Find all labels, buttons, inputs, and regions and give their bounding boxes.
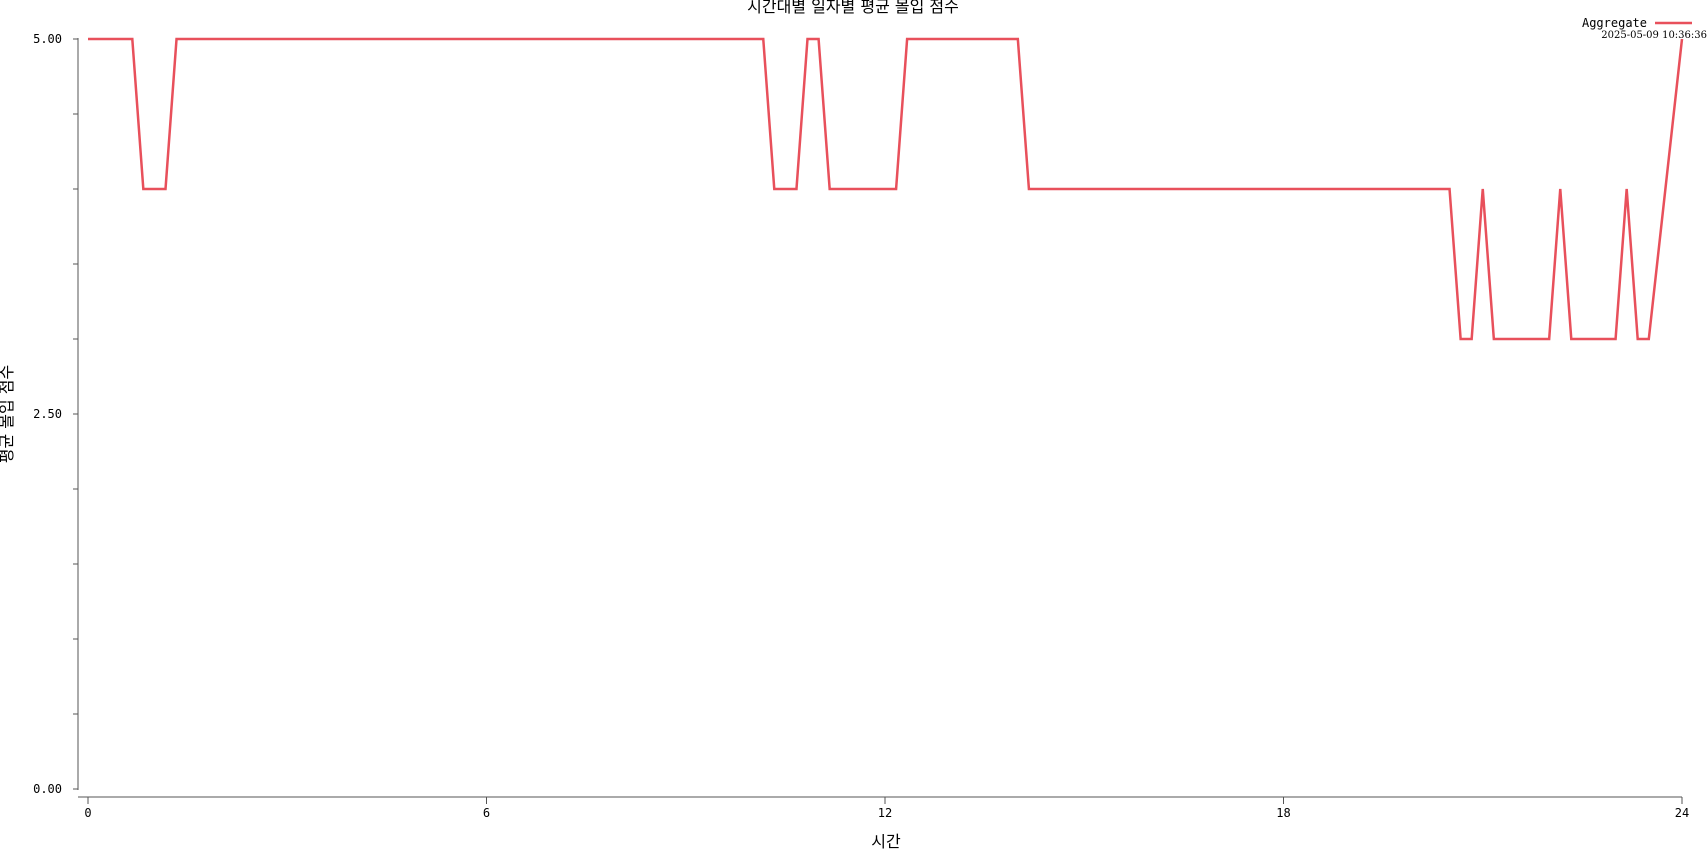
timestamp: 2025-05-09 10:36:36 xyxy=(1601,30,1707,41)
legend-label-aggregate: Aggregate xyxy=(1582,16,1647,30)
x-tick-label: 12 xyxy=(878,806,892,820)
y-tick-label: 0.00 xyxy=(33,782,62,796)
chart-title: 시간대별 일자별 평균 몰입 점수 xyxy=(747,0,959,16)
x-tick-label: 6 xyxy=(483,806,490,820)
x-tick-label: 0 xyxy=(84,806,91,820)
y-tick-label: 2.50 xyxy=(33,407,62,421)
x-ticks: 0 6 12 18 24 xyxy=(84,797,1689,820)
x-tick-label: 24 xyxy=(1675,806,1689,820)
series-line-aggregate xyxy=(88,37,1684,341)
y-tick-label: 5.00 xyxy=(33,32,62,46)
series-layer xyxy=(88,37,1684,341)
x-tick-label: 18 xyxy=(1276,806,1290,820)
legend: Aggregate xyxy=(1582,16,1692,30)
y-ticks: 0.00 2.50 5.00 xyxy=(33,32,78,796)
y-axis-title: 평균 몰입 점수 xyxy=(0,365,16,464)
x-axis-title: 시간 xyxy=(871,832,901,851)
